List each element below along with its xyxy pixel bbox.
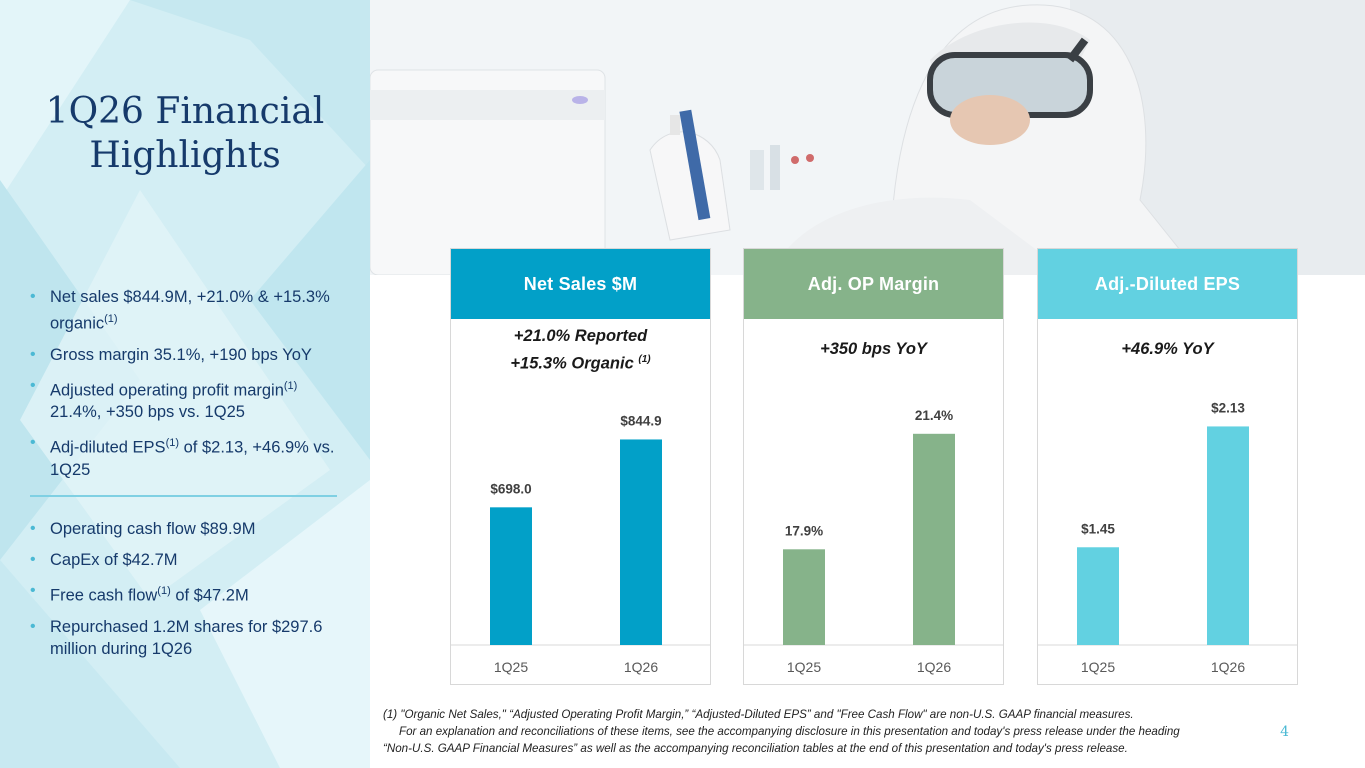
page-title: 1Q26 Financial Highlights	[40, 90, 330, 178]
net-sales-footnote-ref: (1)	[638, 354, 651, 365]
x-axis-band	[744, 645, 1003, 683]
bar-1Q25	[783, 549, 825, 645]
bullet-dot-icon: •	[30, 617, 36, 635]
footnote-line-2: For an explanation and reconciliations o…	[399, 725, 1180, 738]
footnote-line-3: “Non-U.S. GAAP Financial Measures” as we…	[383, 742, 1128, 755]
bullet-text: Adj-diluted EPS	[50, 438, 166, 457]
footnote: (1) "Organic Net Sales," “Adjusted Opera…	[383, 706, 1283, 757]
x-tick-label: 1Q25	[1081, 659, 1115, 675]
bullet-text-continued: of $2.13, +46.9% vs. 1Q25	[50, 438, 335, 479]
divider	[30, 495, 337, 497]
bullet-text: Operating cash flow $89.9M	[50, 520, 256, 538]
data-label: $1.45	[1081, 521, 1115, 536]
bullet-dot-icon: •	[30, 582, 36, 599]
page-number: 4	[1280, 724, 1289, 740]
bar-1Q26	[620, 439, 662, 645]
x-tick-label: 1Q25	[787, 659, 821, 675]
bar-1Q26	[1207, 426, 1249, 645]
bar-1Q25	[1077, 547, 1119, 645]
data-label: 21.4%	[915, 408, 953, 423]
eps-chart: $1.45 1Q25 $2.13 1Q26	[1038, 400, 1297, 683]
net-sales-subtitle-line-2: +15.3% Organic (1)	[451, 348, 710, 376]
group2-bullet-1: • CapEx of $42.7M	[30, 549, 350, 571]
eps-panel: Adj.-Diluted EPS +46.9% YoY $1.45 1Q25 $2.…	[1037, 248, 1298, 685]
bullet-text-continued: 21.4%, +350 bps vs. 1Q25	[50, 403, 245, 421]
x-tick-label: 1Q25	[494, 659, 528, 675]
lab-scientist-image	[370, 0, 1365, 275]
title-line-2: Highlights	[89, 135, 281, 176]
net-sales-header: Net Sales $M	[451, 249, 710, 319]
bullet-dot-icon: •	[30, 345, 36, 363]
bullet-text: Free cash flow	[50, 586, 158, 605]
x-tick-label: 1Q26	[624, 659, 658, 675]
bullet-text: Gross margin 35.1%, +190 bps YoY	[50, 345, 312, 364]
op-margin-header: Adj. OP Margin	[744, 249, 1003, 319]
bullet-text: CapEx of $42.7M	[50, 551, 178, 569]
highlights-list-2: • Operating cash flow $89.9M • CapEx of $42…	[30, 518, 350, 669]
x-tick-label: 1Q26	[1211, 659, 1245, 675]
net-sales-chart: $698.0 1Q25 $844.9 1Q26	[451, 413, 710, 683]
bar-1Q26	[913, 433, 955, 645]
group1-bullet-1: • Gross margin 35.1%, +190 bps YoY	[30, 344, 350, 366]
data-label: $844.9	[620, 413, 661, 428]
net-sales-subtitle-line-1: +21.0% Reported	[513, 327, 648, 345]
net-sales-panel: Net Sales $M +21.0% Reported +15.3% Orga…	[450, 248, 711, 685]
footnote-line-1: (1) "Organic Net Sales," “Adjusted Opera…	[383, 708, 1134, 721]
title-line-1: 1Q26 Financial	[45, 91, 325, 132]
lab-photo	[370, 0, 1365, 275]
data-label: $698.0	[490, 481, 531, 496]
footnote-ref: (1)	[283, 379, 298, 392]
bullet-dot-icon: •	[30, 434, 36, 451]
highlights-list-1: • Net sales $844.9M, +21.0% & +15.3% orga…	[30, 286, 350, 490]
footnote-ref: (1)	[165, 437, 180, 449]
op-margin-chart: 17.9% 1Q25 21.4% 1Q26	[744, 408, 1003, 683]
op-margin-subtitle: +350 bps YoY	[820, 340, 927, 358]
group2-bullet-3: • Repurchased 1.2M shares for $297.6 mill…	[30, 616, 350, 660]
x-tick-label: 1Q26	[917, 659, 951, 675]
x-axis-band	[451, 645, 710, 683]
bullet-text: Net sales $844.9M, +21.0% & +15.3% organ…	[50, 288, 330, 333]
bullet-dot-icon: •	[30, 551, 36, 568]
bullet-text: Adjusted operating profit margin	[50, 381, 284, 399]
footnote-ref: (1)	[157, 585, 171, 597]
bar-1Q25	[490, 507, 532, 645]
data-label: 17.9%	[785, 523, 823, 538]
bullet-text-continued: of $47.2M	[170, 586, 249, 605]
net-sales-subtitle: +21.0% Reported +15.3% Organic (1)	[451, 325, 710, 376]
eps-subtitle: +46.9% YoY	[1121, 340, 1214, 358]
bullet-dot-icon: •	[30, 520, 36, 537]
bullet-dot-icon: •	[30, 376, 36, 394]
data-label: $2.13	[1211, 400, 1245, 415]
group1-bullet-2: • Adjusted operating profit margin(1) 21.…	[30, 375, 350, 424]
group1-bullet-0: • Net sales $844.9M, +21.0% & +15.3% orga…	[30, 286, 350, 335]
bullet-dot-icon: •	[30, 288, 36, 305]
diamond-pattern	[0, 0, 370, 768]
group2-bullet-2: • Free cash flow(1) of $47.2M	[30, 580, 350, 607]
x-axis-band	[1038, 645, 1297, 683]
eps-header: Adj.-Diluted EPS	[1038, 249, 1297, 319]
group2-bullet-0: • Operating cash flow $89.9M	[30, 518, 350, 540]
group1-bullet-3: • Adj-diluted EPS(1) of $2.13, +46.9% vs.…	[30, 432, 350, 481]
net-sales-subtitle-line-2-text: +15.3% Organic	[510, 354, 634, 373]
bullet-text: Repurchased 1.2M shares for $297.6 milli…	[50, 617, 323, 658]
footnote-ref: (1)	[104, 313, 118, 325]
op-margin-panel: Adj. OP Margin +350 bps YoY 17.9% 1Q25 21.…	[743, 248, 1004, 685]
left-panel: 1Q26 Financial Highlights • Net sales $84…	[0, 0, 370, 768]
